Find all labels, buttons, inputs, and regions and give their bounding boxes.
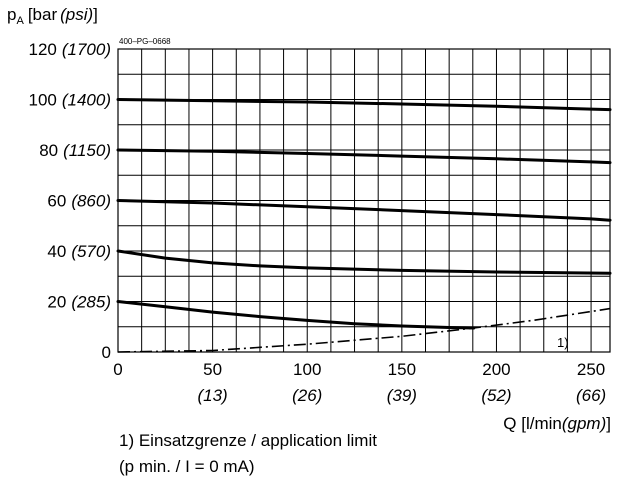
series-line-3 [116, 199, 612, 222]
x-tick-label: 150 [388, 360, 416, 379]
x-tick-label: 0 [113, 360, 122, 379]
x-tick-label: 200 [482, 360, 510, 379]
y-axis-subscript: A [16, 15, 24, 27]
y-axis-unit: [bar [28, 5, 58, 24]
y-tick-label: 40 (570) [47, 242, 111, 261]
y-tick-label: 20 (285) [47, 293, 111, 312]
y-axis-title: pA [bar (psi)] [7, 5, 98, 27]
y-tick-value: 100 [28, 91, 56, 110]
y-tick-label: 0 [102, 343, 111, 362]
footnote-line-1: 1) Einsatzgrenze / application limit [119, 431, 377, 450]
y-tick-label: 120 (1700) [28, 40, 111, 59]
series [116, 98, 612, 353]
x-tick-alt-label: (52) [481, 386, 511, 405]
x-tick-alt-label: (26) [292, 386, 322, 405]
y-tick-value: 60 [47, 192, 66, 211]
y-tick-alt: (1400) [62, 91, 111, 110]
x-tick-alt-label: (13) [197, 386, 227, 405]
series-line-5 [116, 300, 476, 330]
y-tick-value: 80 [39, 141, 58, 160]
drawing-code: 400–PG–0668 [119, 37, 171, 46]
x-axis-close: ] [606, 414, 611, 433]
y-axis-symbol: p [7, 5, 16, 24]
y-tick-alt: (285) [71, 293, 111, 312]
footnote-line-2: (p min. / I = 0 mA) [119, 457, 255, 476]
x-axis-title: Q [l/min(gpm)] [503, 414, 611, 433]
series-line-1 [116, 98, 612, 112]
x-tick-label: 250 [577, 360, 605, 379]
y-tick-label: 60 (860) [47, 192, 111, 211]
plot-frame [117, 48, 611, 353]
y-axis-alt-unit: (psi) [60, 5, 93, 24]
y-tick-label: 80 (1150) [39, 141, 111, 160]
limit-curve-label: 1) [557, 335, 569, 350]
y-tick-label: 100 (1400) [28, 91, 111, 110]
grid [117, 48, 611, 353]
y-tick-value: 40 [47, 242, 66, 261]
x-tick-label: 100 [293, 360, 321, 379]
y-tick-value: 120 [28, 40, 56, 59]
y-tick-value: 20 [47, 293, 66, 312]
series-line-2 [116, 148, 612, 165]
x-axis-alt-unit: (gpm) [562, 414, 606, 433]
limit-curve [117, 307, 611, 353]
y-tick-alt: (1150) [63, 141, 111, 160]
y-tick-alt: (1700) [62, 40, 111, 59]
y-axis-close: ] [93, 5, 98, 24]
y-tick-alt: (860) [71, 192, 111, 211]
tick-labels: 020 (285)40 (570)60 (860)80 (1150)100 (1400)1… [28, 40, 606, 405]
x-tick-alt-label: (39) [387, 386, 417, 405]
x-tick-alt-label: (66) [576, 386, 606, 405]
series-line-4 [116, 249, 612, 275]
x-tick-label: 50 [203, 360, 222, 379]
y-tick-value: 0 [102, 343, 111, 362]
y-tick-alt: (570) [71, 242, 111, 261]
x-axis-main: Q [l/min [503, 414, 562, 433]
